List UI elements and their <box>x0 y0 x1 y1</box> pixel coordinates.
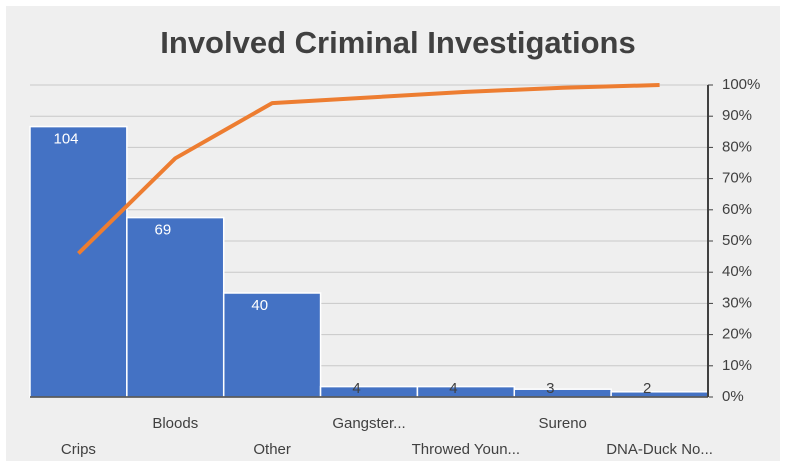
data-label: 2 <box>643 380 651 397</box>
cumulative-line <box>77 83 660 255</box>
y2-tick-label: 60% <box>722 201 752 218</box>
x-tick-label: Gangster... <box>332 415 405 432</box>
y2-tick-label: 10% <box>722 357 752 374</box>
x-tick-label: Throwed Youn... <box>412 441 520 458</box>
data-label: 104 <box>53 131 78 148</box>
x-tick-label: Crips <box>61 441 96 458</box>
bar <box>513 388 612 398</box>
y2-tick-label: 0% <box>722 388 744 405</box>
y2-tick-label: 50% <box>722 232 752 249</box>
y2-tick-label: 40% <box>722 263 752 280</box>
bar <box>222 292 322 398</box>
y2-tick-label: 90% <box>722 107 752 124</box>
chart-title: Involved Criminal Investigations <box>160 25 635 60</box>
bar <box>319 385 419 398</box>
data-label: 40 <box>251 297 268 314</box>
bar <box>126 216 225 398</box>
data-label: 3 <box>546 380 554 397</box>
y2-tick-label: 100% <box>722 76 760 93</box>
y2-tick-label: 30% <box>722 294 752 311</box>
data-label: 69 <box>155 222 172 239</box>
y2-tick-label: 70% <box>722 170 752 187</box>
bar <box>29 125 128 398</box>
bar <box>416 385 516 398</box>
data-label: 4 <box>352 380 360 397</box>
x-tick-label: Sureno <box>539 415 587 432</box>
x-tick-label: Bloods <box>152 415 198 432</box>
y2-tick-label: 20% <box>722 326 752 343</box>
bar <box>610 391 709 398</box>
x-tick-label: DNA-Duck No... <box>606 441 713 458</box>
data-label: 4 <box>449 380 457 397</box>
x-tick-label: Other <box>253 441 291 458</box>
y2-tick-label: 80% <box>722 138 752 155</box>
